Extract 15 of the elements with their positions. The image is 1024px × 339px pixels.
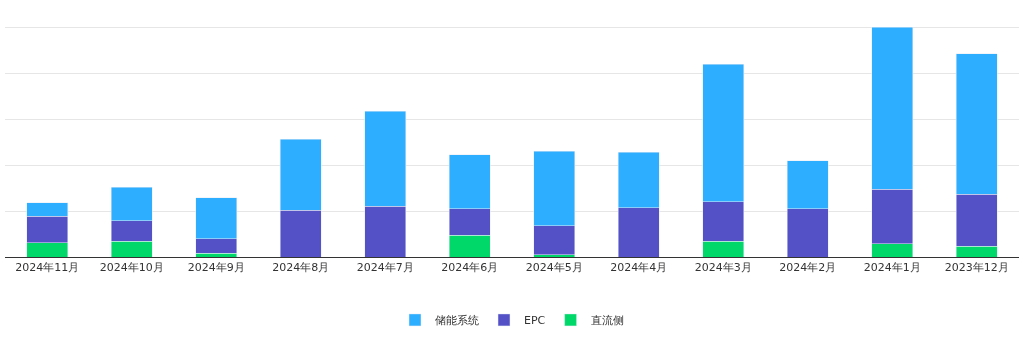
x-tick-label: 2024年3月 <box>694 261 752 275</box>
x-tick-label: 2024年5月 <box>525 261 583 275</box>
x-tick-label: 2024年6月 <box>441 261 499 275</box>
x-tick-label: 2024年4月 <box>610 261 668 275</box>
x-tick-label: 2024年11月 <box>15 261 80 275</box>
x-tick-label: 2024年8月 <box>272 261 330 275</box>
x-tick-label: 2023年12月 <box>944 261 1009 275</box>
x-tick-label: 2024年7月 <box>356 261 414 275</box>
x-tick-label: 2024年10月 <box>99 261 164 275</box>
legend-label: 储能系统 <box>435 314 479 328</box>
x-tick-label: 2024年1月 <box>863 261 921 275</box>
legend-label: EPC <box>524 314 546 328</box>
x-tick-label: 2024年2月 <box>779 261 837 275</box>
legend-label: 直流侧 <box>590 314 624 328</box>
x-tick-label: 2024年9月 <box>187 261 245 275</box>
